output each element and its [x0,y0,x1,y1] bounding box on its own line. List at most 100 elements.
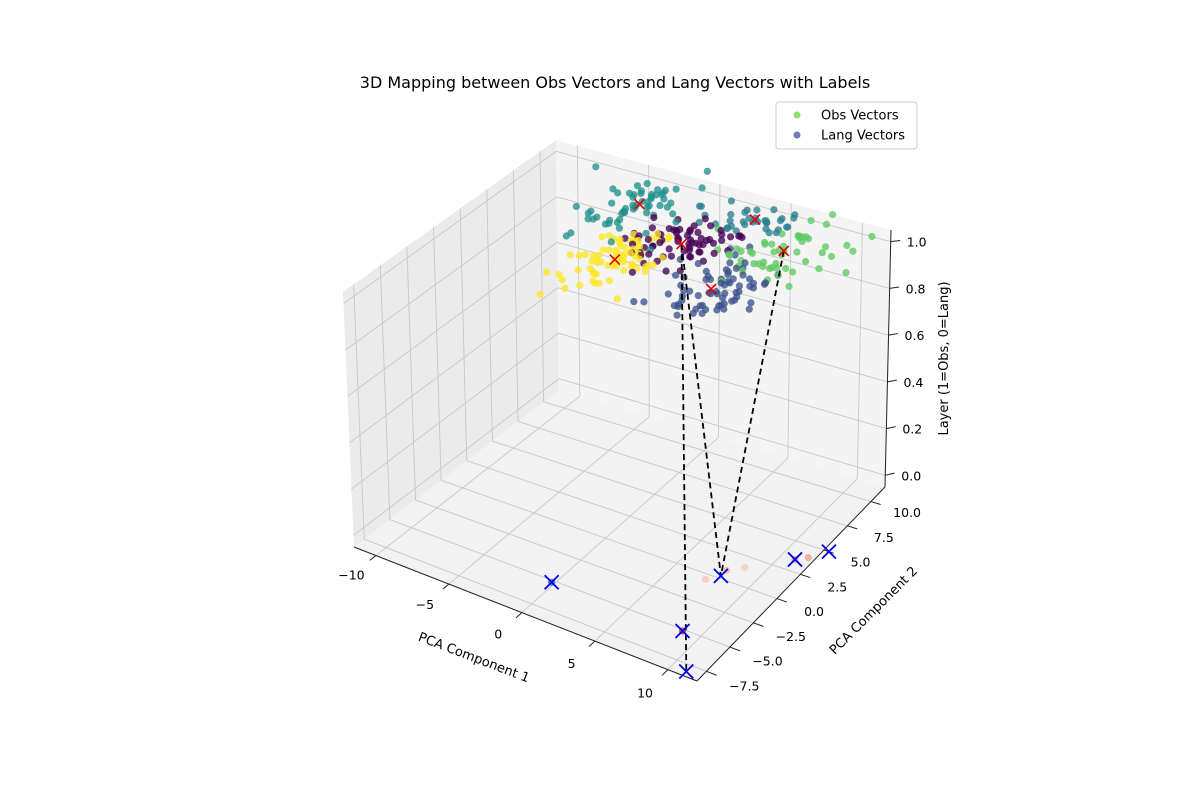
y-tick-mark [776,598,788,603]
obs-point [778,230,786,238]
obs-point [613,295,621,303]
grid-y-wall [433,227,442,481]
obs-point [694,260,702,268]
obs-point [662,267,670,275]
obs-point [821,243,830,251]
obs-point [654,230,662,238]
x-tick-label: 5 [568,656,576,671]
x-axis-line [353,546,698,682]
x-tick-mark [369,555,377,561]
obs-center-marker [749,214,761,226]
obs-point [748,249,756,257]
obs-point [598,233,606,241]
obs-point [785,282,793,290]
obs-point [731,251,739,259]
obs-point [669,210,677,218]
obs-point [599,246,607,254]
obs-point [664,290,672,298]
legend-marker-obs [793,111,801,119]
grid-y-floor [517,420,848,527]
grid-z-back [557,287,888,383]
obs-point [749,284,758,292]
grid-y-wall [512,170,519,422]
grid-z-back [556,150,891,243]
obs-point [588,257,596,265]
obs-point [672,218,680,226]
obs-point [645,250,653,258]
z-tick-label: 0.6 [905,328,925,343]
grid-y-floor [492,440,825,551]
legend-label-lang: Lang Vectors [821,129,905,144]
y-tick-label: 7.5 [874,530,894,545]
obs-point [614,189,622,197]
obs-point [640,298,648,306]
obs-point [650,214,658,222]
z-tick-mark [890,240,901,243]
y-tick-mark [847,525,858,530]
obs-point [723,225,731,233]
obs-point [732,264,740,272]
obs-point [592,270,600,278]
obs-point [818,249,826,257]
obs-point [750,260,758,268]
grid-x-floor [375,395,581,556]
obs-point [643,180,651,188]
obs-point [633,182,642,190]
obs-point [648,224,657,232]
obs-point [789,268,797,276]
obs-point [695,241,703,249]
legend: Obs Vectors Lang Vectors [775,101,918,150]
grid-y-wall [539,151,545,402]
x-tick-mark [442,583,450,590]
obs-point [572,202,580,211]
obs-point [798,237,806,246]
legend-box [775,101,918,150]
y-tick-label: −2.5 [776,629,806,644]
obs-point [555,270,563,279]
obs-point [726,259,734,267]
grid-y-floor [389,519,731,648]
obs-point [765,229,773,237]
obs-point [566,251,574,259]
obs-point [592,163,600,171]
back-wall-pane [556,140,891,487]
obs-point [745,305,753,313]
obs-point [694,228,702,236]
left-wall-pane [343,140,559,547]
x-tick-mark [515,612,523,619]
obs-point [664,235,672,243]
grid-y-floor [364,538,707,672]
z-tick-label: 0.2 [902,422,922,437]
obs-point [720,305,728,313]
x-tick-label: −5 [416,597,434,612]
y-tick-mark [729,646,741,652]
obs-point [738,233,746,242]
obs-point [609,185,617,193]
z-tick-label: 0.4 [903,375,923,390]
obs-point [783,223,791,231]
obs-point [581,250,590,258]
obs-center-marker [778,245,790,257]
obs-point [660,195,668,203]
obs-point [644,235,652,244]
obs-point [698,309,706,318]
grid-y-floor [466,460,801,575]
x-axis-label: PCA Component 1 [416,630,531,686]
obs-point [628,268,637,276]
grid-y-floor [415,499,754,624]
chart-title: 3D Mapping between Obs Vectors and Lang … [360,73,870,92]
legend-marker-lang [793,131,801,139]
obs-point [536,290,544,298]
lang-center-marker [787,551,803,568]
grid-z-left [343,150,557,304]
z-tick-mark [889,286,900,289]
obs-point [735,282,744,290]
grid-y-wall [486,189,493,442]
y-tick-mark [706,670,717,676]
obs-point [697,235,705,243]
obs-point [807,217,815,225]
grid-x-wall [856,222,863,479]
center-markers [544,198,837,680]
